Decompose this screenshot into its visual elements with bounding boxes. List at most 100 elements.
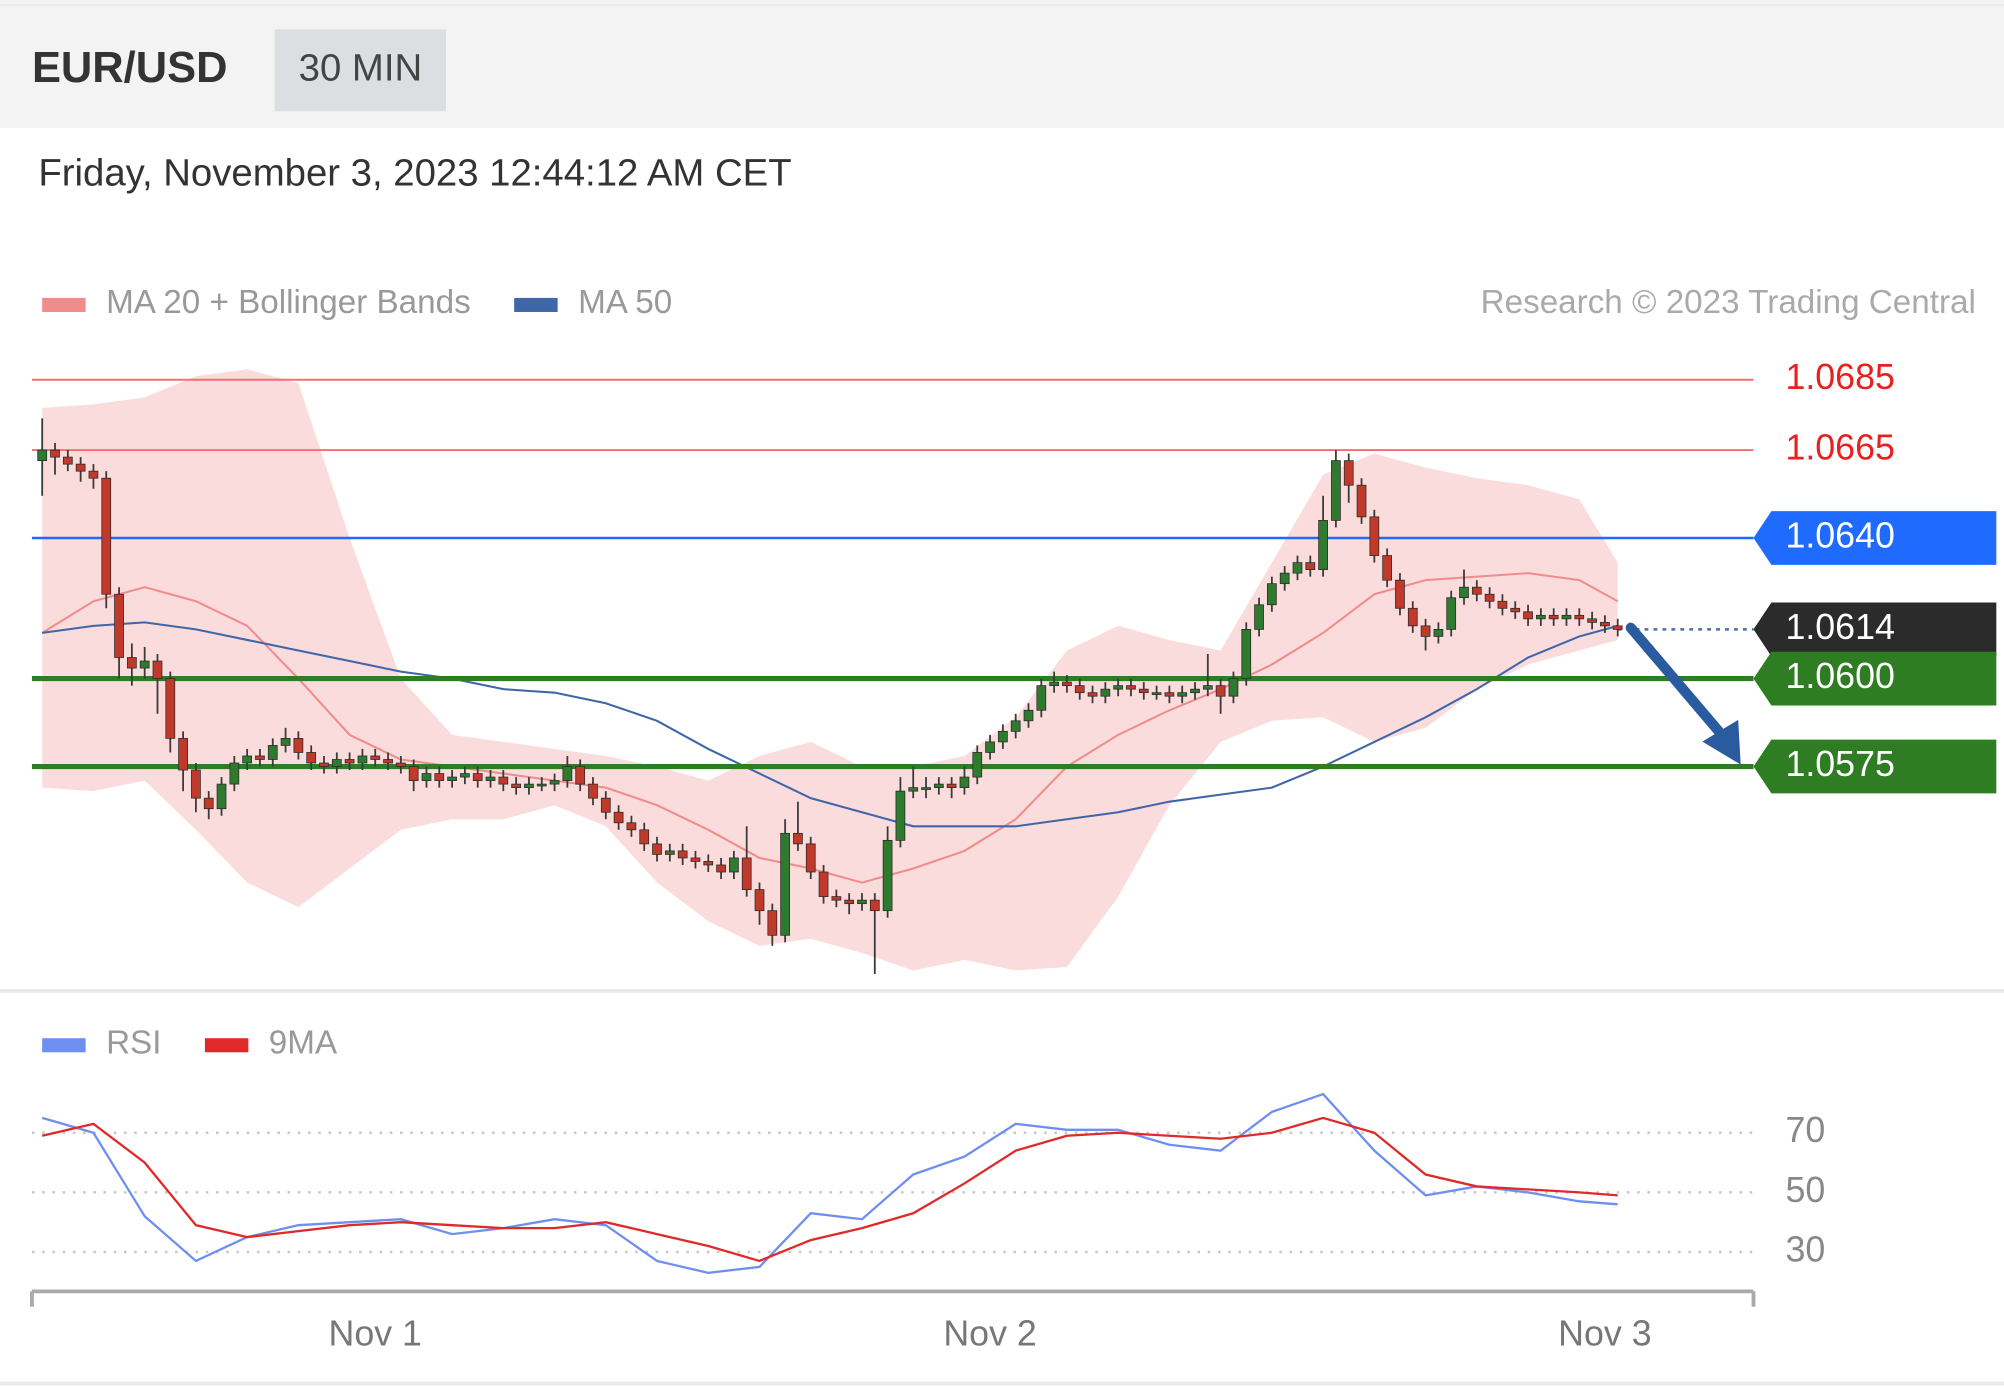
candle-body [946,783,957,788]
candle-body [1113,685,1124,690]
y-tick-label: 50 [1785,1170,1825,1210]
candle-body [985,741,995,753]
timeframe[interactable]: 30 MIN [299,46,423,89]
legend-label: 9MA [269,1024,338,1061]
candle-body [664,850,675,855]
candle-body [242,755,253,764]
timestamp: Friday, November 3, 2023 12:44:12 AM CET [38,151,791,194]
candle-body [1433,629,1444,637]
candle-body [998,730,1008,743]
candle-body [1292,562,1303,574]
bollinger-band [42,369,1618,971]
level-label: 1.0685 [1785,357,1894,397]
y-tick-label: 70 [1785,1110,1825,1150]
candle-body [1151,692,1162,695]
level-label: 1.0614 [1785,607,1894,647]
candle-body [1536,614,1546,620]
level-tag [1753,602,1997,657]
candle-body [831,896,842,901]
candle-body [1126,685,1136,690]
candle-body [1087,692,1098,697]
candle-body [1407,607,1418,627]
candle-body [1548,614,1559,620]
candle-body [191,769,201,799]
candle-body [844,899,855,905]
legend-label: RSI [106,1024,161,1061]
moving-average [41,572,1619,884]
candle-body [139,660,150,669]
candle-body [1279,572,1290,585]
candle-body [895,790,906,841]
candle-body [1202,685,1213,690]
candle-body [729,857,739,873]
candle-body [613,811,624,824]
candle-body [319,762,329,767]
candle-body [1228,678,1239,697]
candle-body [1074,685,1085,694]
candle-body [1561,614,1572,620]
candle-body [536,783,547,787]
candle-body [344,759,355,764]
timeframe-badge[interactable] [274,29,447,112]
candle-body [869,899,880,912]
indicator-line [41,1092,1618,1275]
candle-body [575,766,586,785]
legend-swatch [42,297,86,312]
candle-body [1471,586,1482,595]
candle-body [1318,520,1328,570]
candle-body [754,889,765,912]
candle-body [716,864,726,873]
legend-label: MA 20 + Bollinger Bands [106,284,471,321]
legend-swatch [42,1038,86,1053]
candle-body [780,832,790,936]
candle-body [1420,625,1431,637]
candle-body [306,752,317,764]
candle-body [37,449,48,461]
candle-body [972,752,983,778]
candle-body [447,776,457,781]
level-tag [1753,651,1997,706]
candle-body [639,829,650,845]
candle-body [1241,629,1252,679]
level-tag [1753,511,1997,565]
candle-body [178,738,188,771]
candle-body [396,762,406,767]
candle-body [114,593,124,658]
candle-body [1395,579,1405,609]
level-label: 1.0665 [1785,428,1894,468]
level-tag [1753,739,1997,794]
candle-body [690,857,701,862]
candle-body [1049,681,1059,687]
candle-body [1612,625,1623,630]
candle-body [1023,709,1034,722]
x-tick-label: Nov 2 [943,1314,1036,1354]
candle-body [1356,484,1367,518]
candle-body [498,776,509,785]
candle-body [703,861,714,866]
candle-body [741,857,752,890]
candle-body [1010,720,1021,732]
y-tick-label: 30 [1785,1229,1825,1269]
candle-body [1190,688,1200,694]
candle-body [524,783,534,788]
legend-swatch [514,297,558,312]
candle-body [1164,692,1175,697]
candle-body [933,783,944,788]
candle-body [1382,555,1393,581]
candle-body [1305,562,1316,570]
candle-body [805,843,816,873]
candle-body [652,843,662,855]
candle-body [370,755,381,760]
candle-body [767,910,778,936]
candle-body [460,773,470,778]
candle-body [1138,688,1149,694]
candle-body [857,899,867,905]
legend-label: MA 50 [578,284,672,321]
candle-body [1036,685,1047,711]
candle-body [421,773,432,781]
candle-body [127,657,137,669]
symbol: EUR/USD [32,44,228,92]
candle-body [472,773,483,781]
candle-body [626,822,637,831]
candle-body [600,797,611,813]
